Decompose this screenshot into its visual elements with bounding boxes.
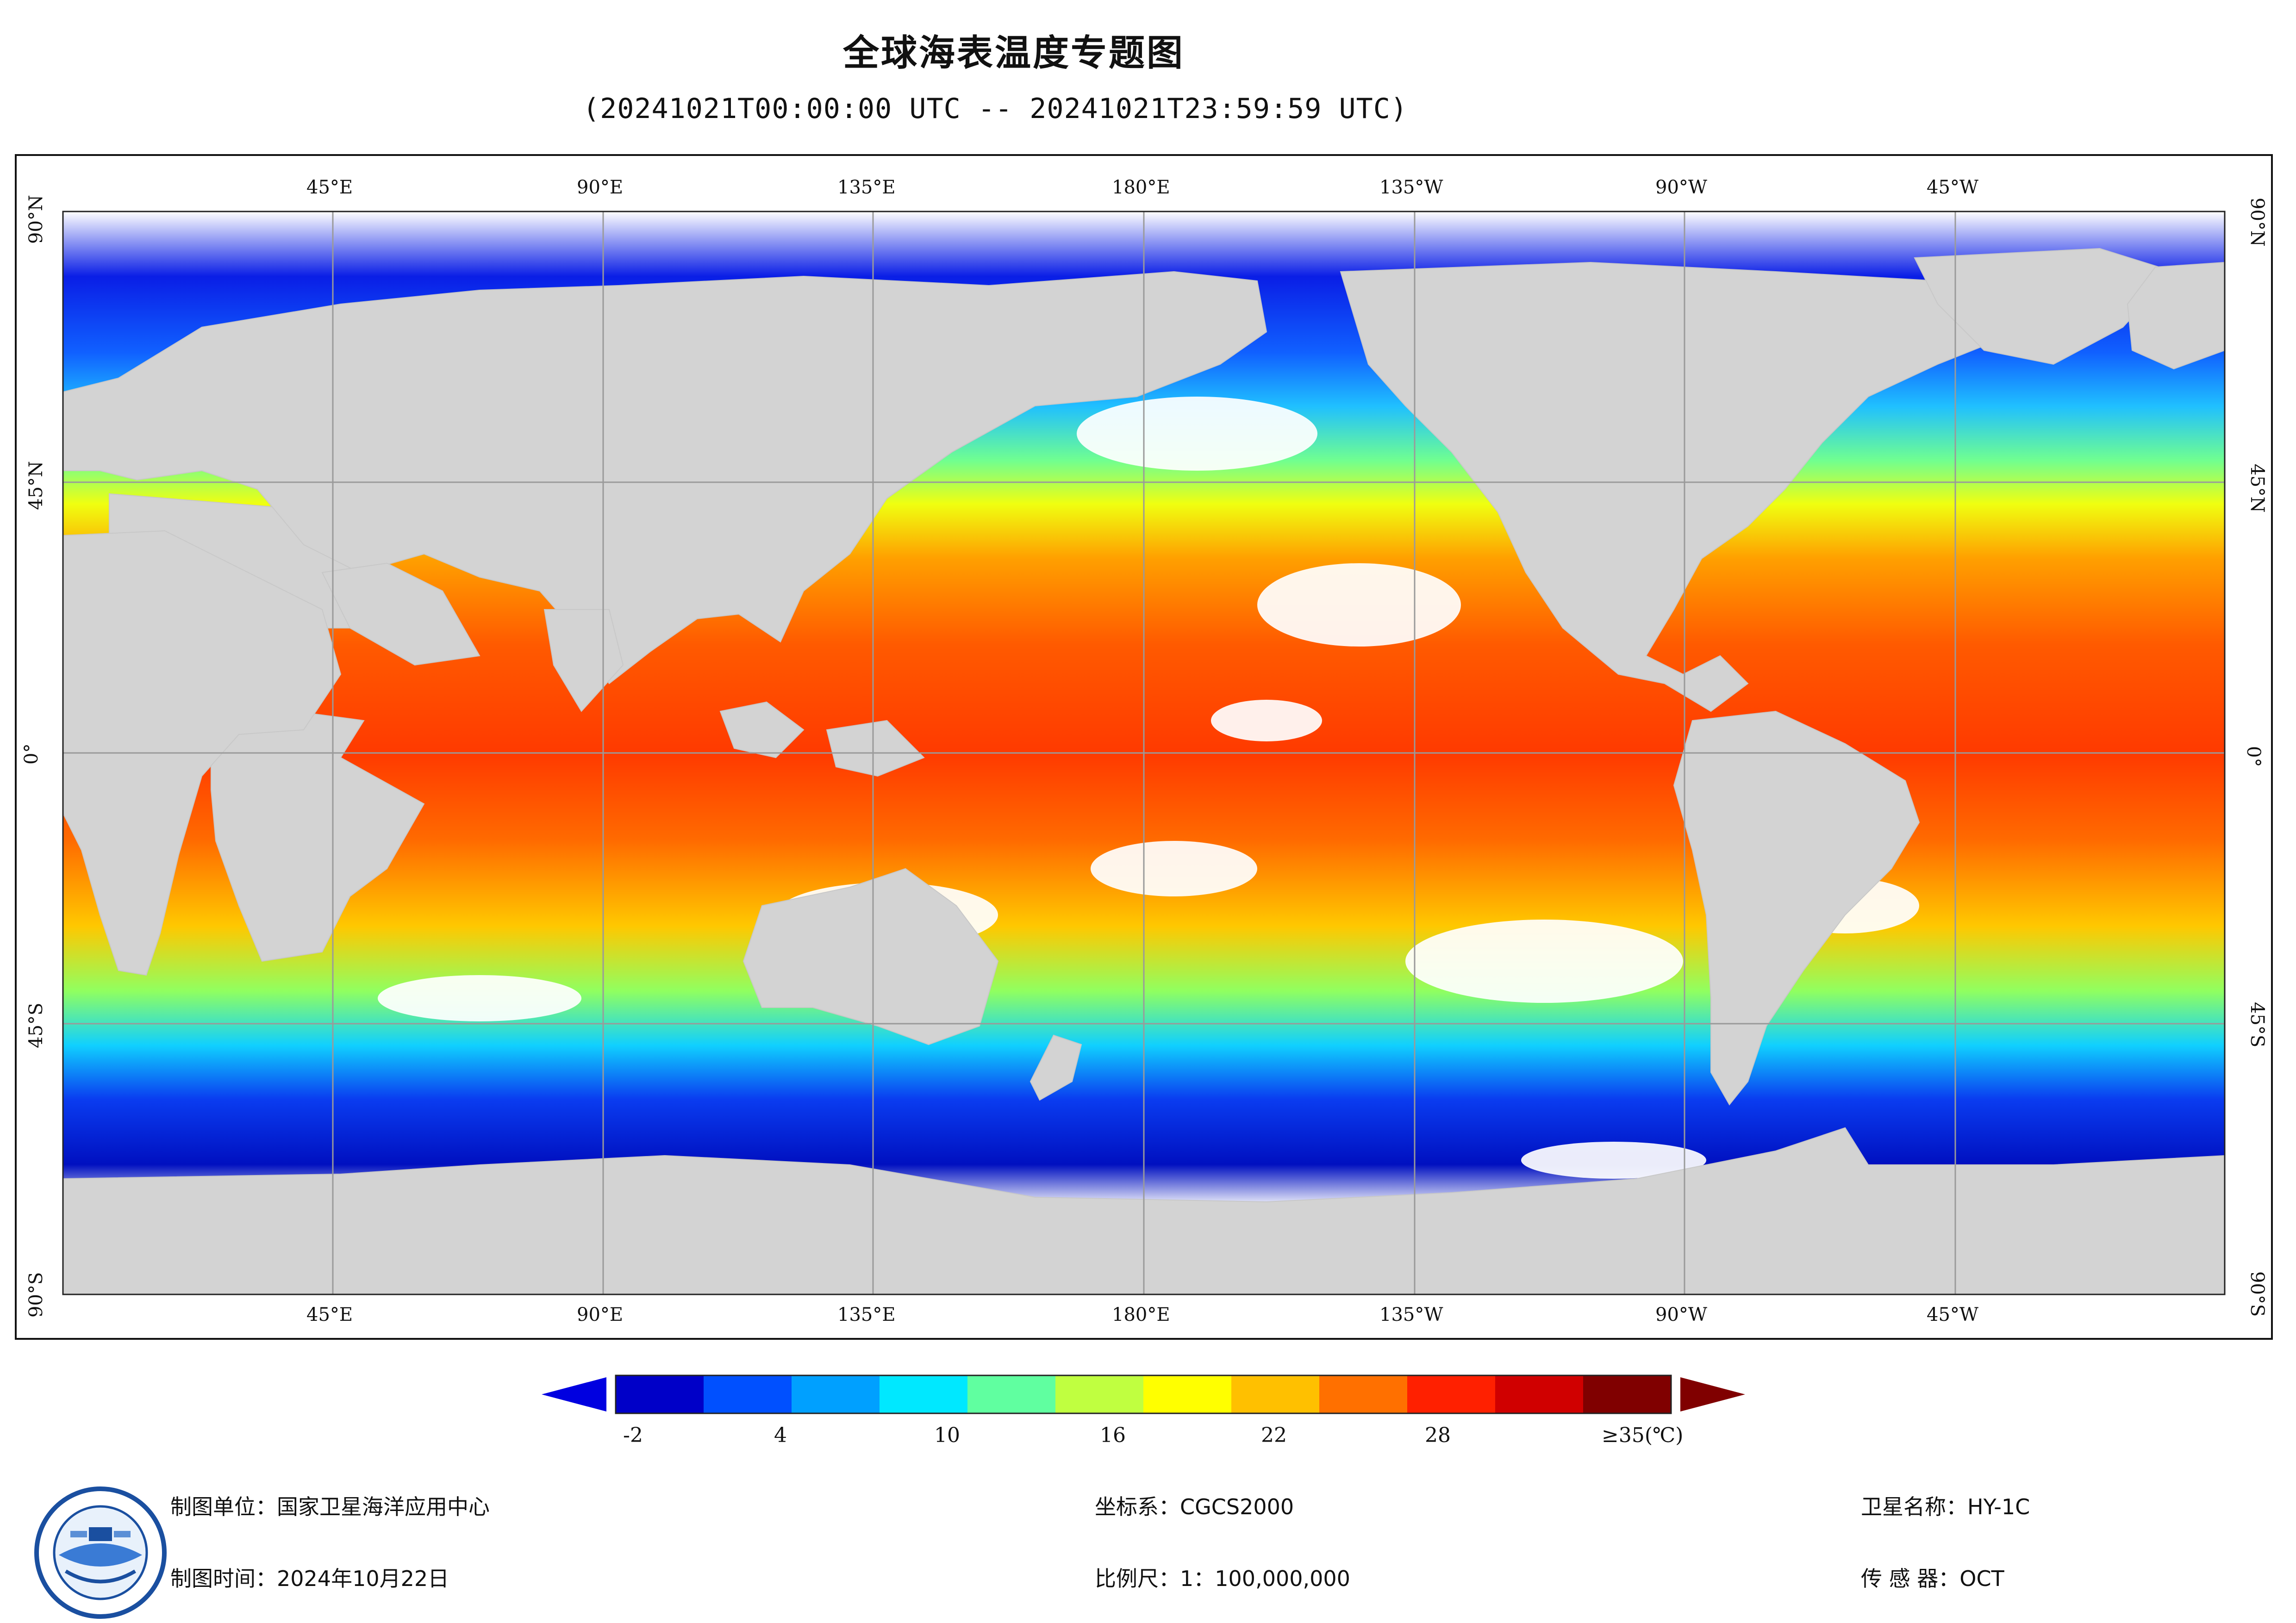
australia bbox=[742, 868, 999, 1045]
left-lat-label: 90°S bbox=[25, 1272, 47, 1318]
right-lat-label: 0° bbox=[2243, 746, 2264, 767]
south-america bbox=[1673, 710, 1920, 1106]
colorbar-cell bbox=[1583, 1375, 1672, 1413]
colorbar-border bbox=[615, 1374, 1672, 1414]
graticule bbox=[63, 211, 2225, 1294]
bottom-lon-label: 45°E bbox=[306, 1304, 353, 1325]
top-lon-label: 135°W bbox=[1379, 177, 1443, 198]
map-frame: 45°E 90°E 135°E 180°E 135°W 90°W 45°W 45… bbox=[15, 154, 2273, 1340]
satellite-text: 卫星名称：HY-1C bbox=[1861, 1494, 2030, 1519]
arabia-india bbox=[321, 562, 624, 712]
colorbar-cell bbox=[880, 1375, 968, 1413]
bottom-lon-label: 135°W bbox=[1379, 1304, 1443, 1325]
colorbar-cell bbox=[1495, 1375, 1584, 1413]
colorbar-label: -2 bbox=[623, 1424, 643, 1447]
scale-text: 比例尺：1：100,000,000 bbox=[1095, 1566, 1350, 1591]
colorbar-min-arrow bbox=[542, 1377, 606, 1412]
left-lat-label: 0° bbox=[21, 743, 42, 765]
colorbar-label: 28 bbox=[1425, 1424, 1451, 1447]
right-lat-label: 90°N bbox=[2246, 198, 2268, 247]
bottom-lon-label: 90°E bbox=[577, 1304, 624, 1325]
bottom-lon-label: 45°W bbox=[1927, 1304, 1979, 1325]
map-title: 全球海表温度专题图 bbox=[842, 32, 1185, 74]
right-lat-label: 90°S bbox=[2246, 1271, 2268, 1317]
nsoas-logo-icon bbox=[34, 1486, 167, 1619]
sst-map bbox=[62, 211, 2226, 1295]
colorbar-cell bbox=[616, 1375, 704, 1413]
colorbar-label: 4 bbox=[774, 1424, 787, 1447]
colorbar-label: 22 bbox=[1261, 1424, 1287, 1447]
colorbar-cell bbox=[1055, 1375, 1144, 1413]
colorbar-label: 16 bbox=[1100, 1424, 1126, 1447]
agency-text: 制图单位：国家卫星海洋应用中心 bbox=[170, 1494, 490, 1519]
right-lat-label: 45°S bbox=[2246, 1002, 2268, 1048]
cloud-gap-areas bbox=[378, 397, 1919, 1179]
colorbar-cell bbox=[967, 1375, 1056, 1413]
time-range-subtitle: (20241021T00:00:00 UTC -- 20241021T23:59… bbox=[583, 93, 1408, 125]
greenland bbox=[1914, 248, 2175, 365]
top-lon-label: 45°E bbox=[306, 177, 353, 198]
left-lat-label: 45°N bbox=[25, 461, 47, 510]
top-lon-label: 90°E bbox=[577, 177, 624, 198]
colorbar-max-arrow bbox=[1680, 1377, 1745, 1412]
right-lat-label: 45°N bbox=[2246, 464, 2268, 513]
colorbar-cell bbox=[1143, 1375, 1232, 1413]
top-lon-label: 135°E bbox=[837, 177, 896, 198]
bottom-lon-label: 180°E bbox=[1112, 1304, 1170, 1325]
top-lon-label: 180°E bbox=[1112, 177, 1170, 198]
top-lon-label: 45°W bbox=[1927, 177, 1979, 198]
bottom-lon-label: 135°E bbox=[837, 1304, 896, 1325]
colorbar-cell bbox=[704, 1375, 792, 1413]
colorbar-label: 10 bbox=[934, 1424, 960, 1447]
left-lat-label: 90°N bbox=[25, 195, 47, 244]
sensor-text: 传 感 器：OCT bbox=[1861, 1566, 2004, 1591]
colorbar-cell bbox=[1319, 1375, 1408, 1413]
eurasia bbox=[62, 271, 1267, 684]
date-text: 制图时间：2024年10月22日 bbox=[170, 1566, 449, 1591]
colorbar-cell bbox=[792, 1375, 880, 1413]
top-lon-label: 90°W bbox=[1655, 177, 1708, 198]
colorbar-cells bbox=[615, 1374, 1672, 1414]
colorbar-cell bbox=[1407, 1375, 1496, 1413]
new-zealand bbox=[1029, 1034, 1082, 1101]
coord-system-text: 坐标系：CGCS2000 bbox=[1095, 1494, 1294, 1519]
colorbar-label: ≥35(℃) bbox=[1602, 1424, 1684, 1447]
colorbar-cell bbox=[1231, 1375, 1320, 1413]
colorbar-graphic bbox=[542, 1374, 1745, 1414]
sst-colorbar: -2 4 10 16 22 28 ≥35(℃) bbox=[537, 1374, 1750, 1448]
bottom-lon-label: 90°W bbox=[1655, 1304, 1708, 1325]
left-lat-label: 45°S bbox=[25, 1002, 47, 1048]
